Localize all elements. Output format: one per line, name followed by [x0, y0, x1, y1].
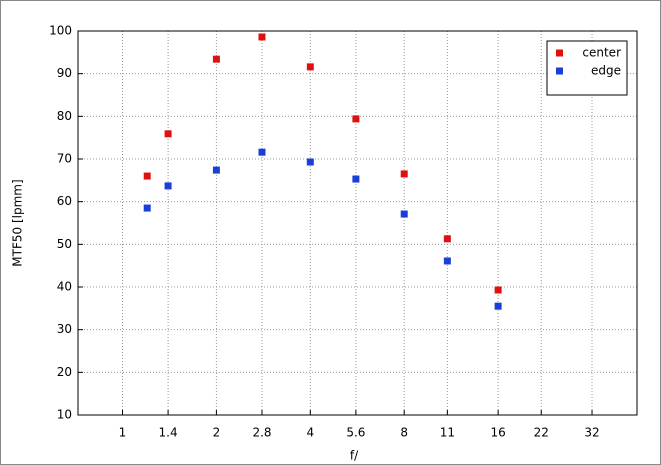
point: [494, 286, 502, 294]
point: [494, 302, 502, 310]
point: [306, 158, 314, 166]
x-tick-label: 1.4: [159, 426, 178, 440]
legend-label: edge: [591, 64, 621, 78]
point: [212, 166, 220, 174]
x-tick-label: 16: [490, 426, 505, 440]
plot-border: [77, 30, 638, 416]
point: [400, 210, 408, 218]
y-tick-label: 100: [49, 24, 72, 38]
point: [143, 204, 151, 212]
x-tick-label: 5.6: [346, 426, 365, 440]
x-tick-label: 2.8: [252, 426, 271, 440]
x-tick-label: 2: [213, 426, 221, 440]
y-tick-label: 30: [57, 322, 72, 336]
y-tick-label: 80: [57, 109, 72, 123]
y-tick-label: 60: [57, 194, 72, 208]
point: [400, 170, 408, 178]
y-tick-label: 40: [57, 280, 72, 294]
point: [164, 182, 172, 190]
x-tick-label: 8: [400, 426, 408, 440]
x-tick-label: 22: [534, 426, 549, 440]
point: [212, 55, 220, 63]
y-tick-label: 50: [57, 237, 72, 251]
y-axis-label: MTF50 [lpmm]: [11, 179, 25, 266]
legend-marker: [556, 67, 563, 75]
point: [306, 63, 314, 71]
y-tick-label: 90: [57, 66, 72, 80]
point: [143, 172, 151, 180]
y-tick-label: 10: [57, 408, 72, 422]
x-tick-label: 1: [119, 426, 127, 440]
point: [164, 130, 172, 138]
y-tick-label: 20: [57, 365, 72, 379]
point: [443, 235, 451, 243]
x-tick-label: 32: [584, 426, 599, 440]
x-axis-label: f/: [350, 449, 359, 463]
point: [258, 148, 266, 156]
y-tick-label: 70: [57, 152, 72, 166]
point: [443, 257, 451, 265]
point: [258, 33, 266, 41]
legend-marker: [556, 49, 563, 57]
plot-area: [78, 31, 637, 415]
x-tick-label: 11: [440, 426, 455, 440]
point: [352, 115, 360, 123]
point: [352, 175, 360, 183]
x-tick-label: 4: [306, 426, 314, 440]
legend-label: center: [582, 46, 621, 60]
